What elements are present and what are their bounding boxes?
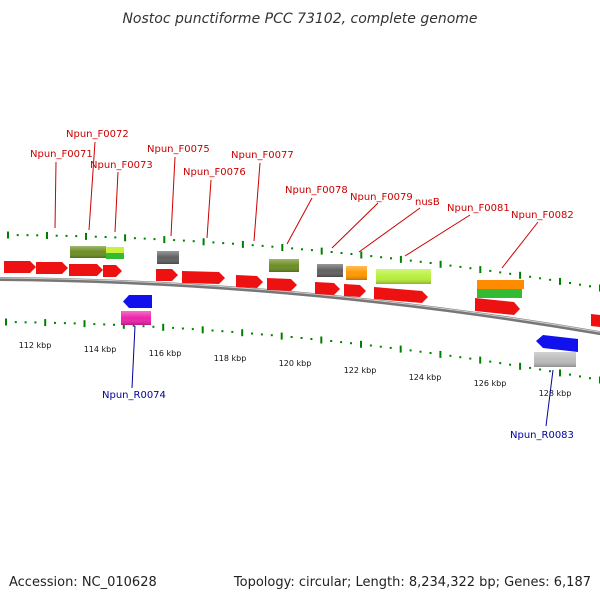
forward-leaders [54,141,539,269]
genome-backbone [0,277,600,336]
gene-box [346,266,367,280]
gene-label-npun-f0071: Npun_F0071 [30,149,93,160]
reverse-gene-labels: Npun_R0074 Npun_R0083 [102,390,574,441]
gene-label-npun-f0076: Npun_F0076 [183,167,246,178]
gene-label-npun-r0083: Npun_R0083 [510,430,574,441]
reverse-leaders [131,325,554,427]
forward-gene-labels: Npun_F0071 Npun_F0072 Npun_F0073 Npun_F0… [30,129,574,221]
scale-label: 116 kbp [149,349,182,358]
gene-label-npun-f0072: Npun_F0072 [66,129,129,140]
outer-tick-ring [7,231,600,292]
gene-box [376,269,431,284]
accession-text: Accession: NC_010628 [9,575,157,590]
gene-label-npun-f0075: Npun_F0075 [147,144,210,155]
cds-arrow-reverse [123,295,152,308]
cds-arrow [267,278,297,291]
gene-box [269,259,299,272]
gene-box [317,264,343,277]
scale-label: 114 kbp [84,345,117,354]
gene-label-nusb: nusB [415,197,440,208]
gene-box [477,289,522,298]
scale-label: 122 kbp [344,366,377,375]
scale-label: 126 kbp [474,379,507,388]
gene-box [106,247,124,253]
gene-box [477,280,524,289]
cds-arrow [236,275,263,288]
inner-tick-ring [5,318,600,384]
cds-arrow-reverse [536,335,578,352]
gene-box [121,311,151,325]
cds-arrow [103,265,122,277]
gene-box [106,253,124,259]
map-title: Nostoc punctiforme PCC 73102, complete g… [122,11,477,27]
cds-arrow [591,314,600,327]
gene-label-npun-f0078: Npun_F0078 [285,185,348,196]
cds-arrow [182,271,225,284]
cds-arrow [69,264,103,276]
gene-box [70,246,106,258]
genome-summary-text: Topology: circular; Length: 8,234,322 bp… [233,575,591,590]
gene-box [534,352,576,367]
cds-arrow [156,269,178,281]
scale-label: 112 kbp [19,341,52,350]
gene-label-npun-f0073: Npun_F0073 [90,160,153,171]
scale-label: 120 kbp [279,359,312,368]
scale-label: 128 kbp [539,389,572,398]
cds-arrow [475,298,520,315]
cds-arrow [374,287,428,303]
cds-arrow [344,284,366,297]
cds-arrow [4,261,36,273]
forward-gene-track [70,246,524,298]
cds-arrow [315,282,340,295]
cds-arrow [36,262,68,274]
gene-label-npun-f0077: Npun_F0077 [231,150,294,161]
scale-label: 124 kbp [409,373,442,382]
gene-label-npun-f0082: Npun_F0082 [511,210,574,221]
gene-label-npun-f0081: Npun_F0081 [447,203,510,214]
scale-labels: 112 kbp 114 kbp 116 kbp 118 kbp 120 kbp … [19,341,572,398]
forward-cds-track [4,261,600,327]
gene-label-npun-f0079: Npun_F0079 [350,192,413,203]
scale-label: 118 kbp [214,354,247,363]
gene-box [157,251,179,264]
gene-label-npun-r0074: Npun_R0074 [102,390,166,401]
